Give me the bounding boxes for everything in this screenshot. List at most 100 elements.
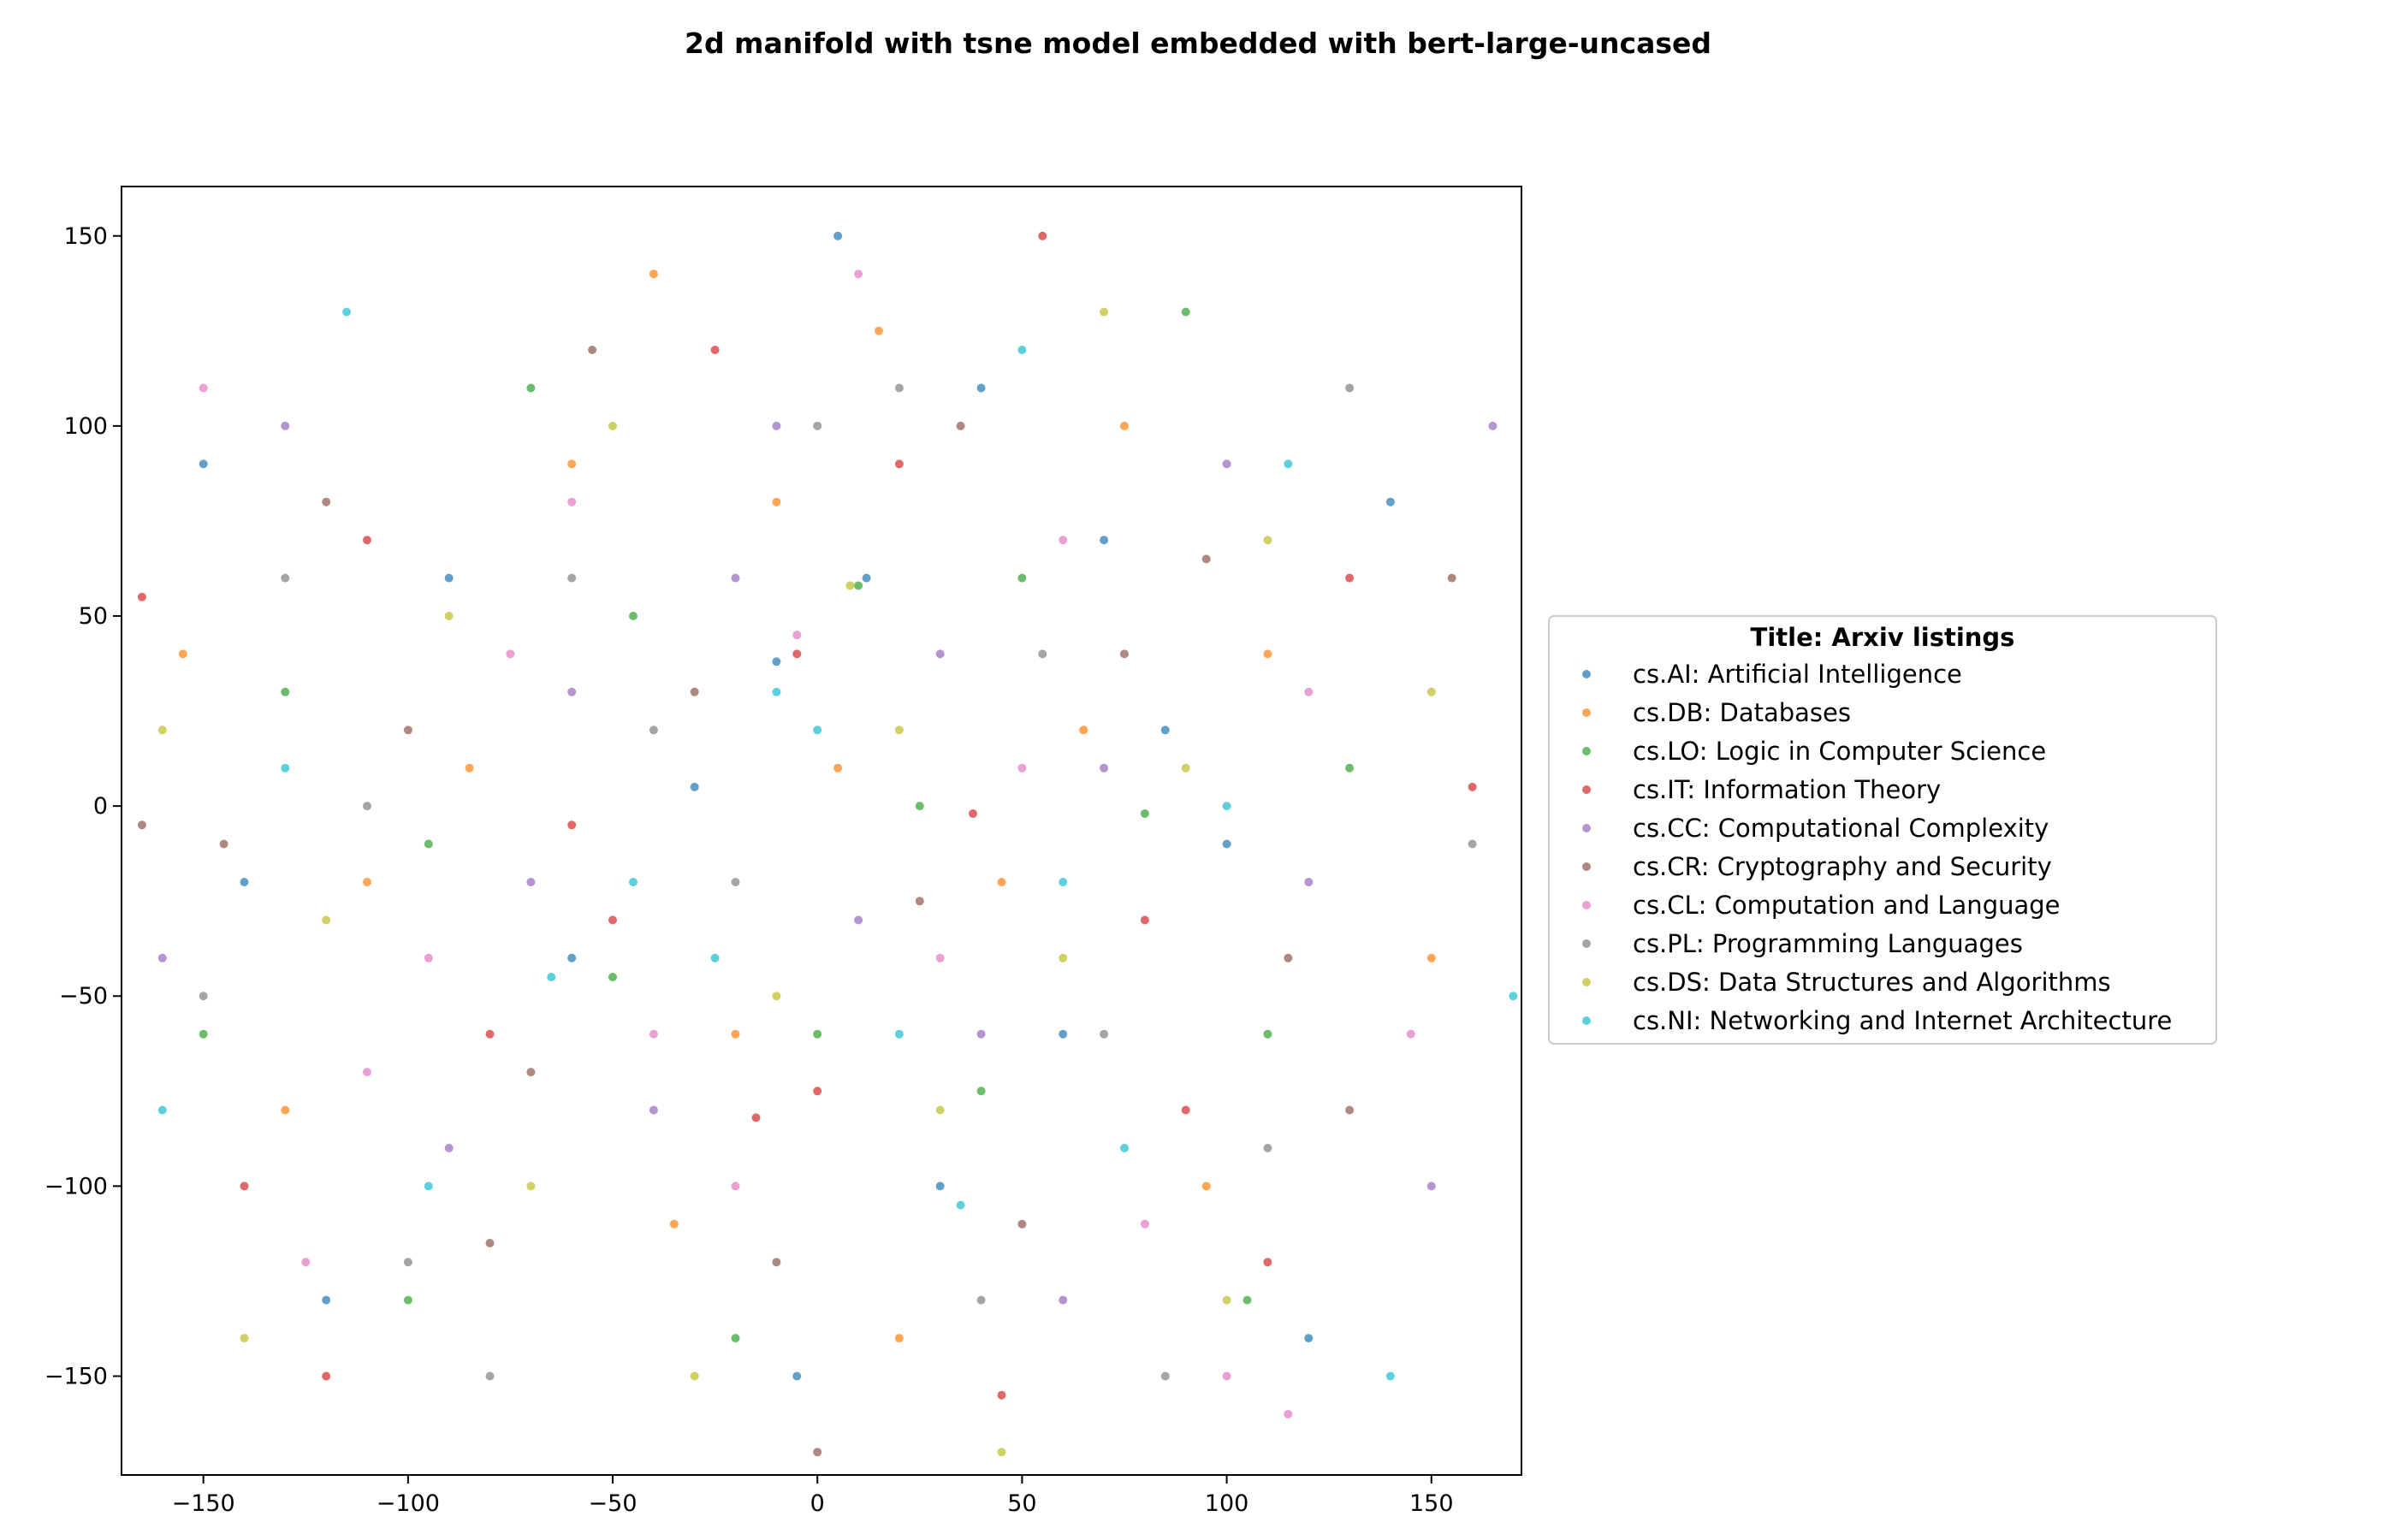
- data-point-s9-13: [342, 307, 352, 317]
- data-point-s6-7: [506, 649, 515, 659]
- data-point-s0-3: [1385, 497, 1395, 506]
- legend-frame: [1548, 615, 2217, 1045]
- data-point-s4-14: [976, 1029, 986, 1039]
- data-point-s4-0: [731, 573, 740, 583]
- legend-title: Title: Arxiv listings: [1751, 623, 2015, 652]
- legend-marker-8: [1582, 978, 1591, 986]
- data-point-s8-17: [997, 1448, 1006, 1457]
- data-point-s6-1: [363, 1068, 371, 1077]
- data-point-s9-8: [1385, 1371, 1395, 1381]
- legend-marker-4: [1582, 824, 1591, 832]
- y-axis: −150 −100 −50 0 50 100 150: [44, 223, 122, 1389]
- data-point-s6-9: [731, 1182, 740, 1191]
- data-point-s6-2: [1059, 536, 1068, 545]
- data-point-s1-8: [1263, 649, 1272, 659]
- data-point-s4-12: [1304, 878, 1314, 886]
- data-point-s9-15: [1509, 992, 1518, 1001]
- data-point-s0-7: [322, 1295, 331, 1305]
- data-point-s1-12: [772, 497, 781, 506]
- data-point-s3-2: [137, 592, 146, 601]
- data-point-s6-4: [1222, 1371, 1231, 1381]
- data-point-s9-7: [813, 726, 822, 735]
- data-point-s5-15: [526, 1068, 536, 1077]
- data-point-s8-14: [1222, 1295, 1231, 1305]
- data-point-s0-16: [240, 878, 249, 886]
- data-point-s0-15: [976, 383, 986, 393]
- data-point-s2-15: [915, 802, 924, 811]
- data-point-s3-0: [751, 1113, 761, 1122]
- data-point-s7-3: [894, 383, 904, 393]
- data-point-s0-8: [833, 231, 843, 240]
- data-point-s5-4: [690, 687, 699, 696]
- legend-label-7: cs.PL: Programming Languages: [1633, 929, 2023, 958]
- data-point-s3-1: [969, 809, 977, 818]
- data-point-s5-12: [403, 726, 412, 735]
- data-point-s2-5: [281, 687, 290, 696]
- data-point-s8-10: [1426, 687, 1436, 696]
- data-point-s7-9: [731, 878, 740, 886]
- data-point-s3-18: [997, 1390, 1006, 1400]
- data-point-s4-16: [1488, 421, 1498, 430]
- data-point-s6-3: [649, 1029, 658, 1039]
- data-point-s1-5: [363, 878, 371, 886]
- data-point-s2-10: [1181, 307, 1190, 317]
- legend-label-9: cs.NI: Networking and Internet Architect…: [1633, 1006, 2172, 1035]
- data-point-s9-9: [424, 1182, 433, 1191]
- data-point-s8-9: [322, 915, 331, 925]
- data-point-s8-7: [608, 421, 617, 430]
- data-point-s0-6: [1160, 726, 1170, 735]
- data-point-s6-16: [424, 953, 433, 962]
- legend-marker-7: [1582, 939, 1591, 948]
- data-point-s7-5: [1263, 1143, 1272, 1152]
- data-point-s4-13: [772, 421, 781, 430]
- data-point-s3-7: [1140, 915, 1149, 925]
- data-point-s1-1: [567, 459, 577, 469]
- data-point-s2-3: [608, 973, 617, 981]
- data-points: [137, 231, 1518, 1457]
- data-point-s4-7: [1222, 459, 1231, 469]
- legend-label-5: cs.CR: Cryptography and Security: [1633, 852, 2052, 881]
- x-axis: −150 −100 −50 0 50 100 150: [172, 1475, 1454, 1517]
- data-point-s4-9: [854, 915, 863, 925]
- data-point-s7-11: [281, 573, 290, 583]
- legend: Title: Arxiv listings cs.AI: Artificial …: [1548, 615, 2217, 1045]
- data-point-s9-11: [629, 878, 638, 886]
- data-point-s2-6: [976, 1087, 986, 1096]
- data-point-s2-12: [813, 1029, 822, 1039]
- data-point-s3-3: [1263, 1258, 1272, 1267]
- data-point-s7-2: [403, 1258, 412, 1267]
- y-tick-label-0: −150: [44, 1363, 108, 1389]
- data-point-s9-14: [894, 1029, 904, 1039]
- data-point-s0-9: [690, 782, 699, 791]
- data-point-s7-10: [1160, 1371, 1170, 1381]
- data-point-s8-12: [1100, 307, 1109, 317]
- data-point-s5-7: [1017, 1219, 1027, 1229]
- data-point-s0-5: [935, 1182, 945, 1191]
- data-point-s1-16: [669, 1219, 679, 1229]
- data-point-s9-12: [1222, 802, 1231, 811]
- x-tick-label-1: −100: [377, 1490, 440, 1517]
- data-point-s2-14: [424, 839, 433, 849]
- data-point-s6-17: [1284, 1409, 1293, 1419]
- data-point-s9-4: [710, 953, 720, 962]
- data-point-s0-17: [1100, 536, 1109, 545]
- data-point-s7-15: [1038, 649, 1047, 659]
- data-point-s6-13: [567, 497, 577, 506]
- data-point-s7-0: [649, 726, 658, 735]
- data-point-s4-3: [935, 649, 945, 659]
- data-point-s7-8: [1345, 383, 1355, 393]
- data-point-s4-15: [567, 687, 577, 696]
- data-point-s5-11: [1284, 953, 1293, 962]
- y-tick-label-6: 150: [63, 223, 108, 250]
- data-point-s9-3: [1284, 459, 1293, 469]
- data-point-s1-14: [178, 649, 187, 659]
- data-point-s1-4: [1120, 421, 1129, 430]
- x-tick-label-6: 150: [1409, 1490, 1454, 1517]
- data-point-s7-16: [363, 802, 371, 811]
- data-point-s1-17: [875, 326, 883, 335]
- data-point-s9-1: [281, 763, 290, 773]
- data-point-s7-12: [813, 421, 822, 430]
- data-point-s3-16: [1468, 782, 1477, 791]
- data-point-s5-3: [1345, 1105, 1355, 1115]
